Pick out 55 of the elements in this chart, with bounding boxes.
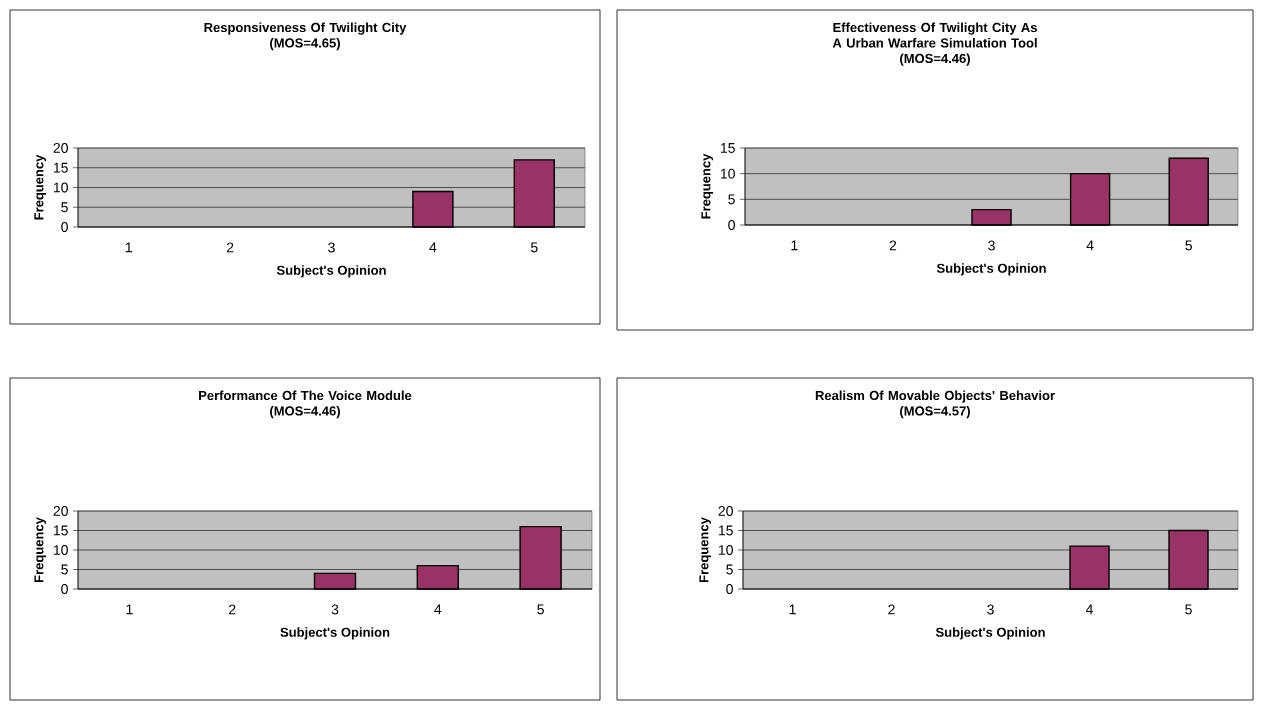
chart-title: Performance Of The Voice Module	[199, 390, 412, 401]
chart-subtitle: (MOS=4.46)	[270, 406, 340, 419]
x-axis-title: Subject's Opinion	[935, 627, 1045, 640]
y-tick-label: 10	[53, 182, 68, 193]
y-tick-label: 0	[728, 220, 735, 230]
x-tick-label: 2	[888, 604, 895, 615]
x-tick-label: 1	[789, 604, 796, 615]
x-tick-label: 2	[226, 242, 234, 253]
x-tick-label: 3	[328, 242, 335, 253]
x-axis-title: Subject's Opinion	[280, 627, 390, 640]
y-tick-label: 15	[720, 143, 735, 153]
x-tick-label: 4	[429, 242, 437, 253]
chart-subtitle: (MOS=4.46)	[900, 53, 970, 66]
x-tick-label: 4	[1085, 604, 1093, 615]
y-tick-label: 20	[718, 506, 733, 516]
x-tick-label: 5	[537, 604, 544, 615]
chart-subtitle: (MOS=4.57)	[900, 406, 970, 419]
y-tick-label: 10	[53, 545, 68, 555]
x-tick-label: 5	[1185, 604, 1192, 615]
y-axis-title: Frequency	[34, 154, 47, 220]
chart-title: Responsiveness Of Twilight City	[204, 22, 407, 35]
y-axis-title: Frequency	[699, 517, 712, 583]
x-tick-label: 3	[988, 240, 995, 251]
y-tick-label: 5	[728, 194, 735, 205]
x-tick-label: 3	[987, 604, 994, 615]
y-tick-label: 20	[53, 143, 68, 153]
chart-title: Realism Of Movable Objects' Behavior	[815, 390, 1055, 403]
y-tick-label: 15	[53, 525, 68, 536]
x-tick-label: 3	[331, 604, 339, 615]
y-tick-label: 5	[726, 564, 733, 575]
x-tick-label: 2	[229, 604, 236, 615]
chart-title: Effectiveness Of Twilight City As A Urban Warfare Simulation Tool	[832, 22, 1037, 48]
y-axis-title: Frequency	[701, 153, 714, 219]
x-tick-label: 5	[1185, 240, 1193, 251]
y-tick-label: 0	[61, 584, 68, 594]
x-axis-title: Subject's Opinion	[936, 263, 1046, 276]
y-axis-title: Frequency	[34, 517, 47, 583]
x-tick-label: 1	[125, 242, 132, 253]
y-tick-label: 0	[726, 584, 733, 594]
y-tick-label: 0	[61, 222, 68, 232]
x-tick-label: 4	[434, 604, 442, 615]
x-axis-title: Subject's Opinion	[276, 265, 386, 278]
x-tick-label: 5	[530, 242, 538, 253]
y-tick-label: 15	[718, 525, 733, 536]
chart-subtitle: (MOS=4.65)	[270, 38, 340, 51]
y-tick-label: 15	[53, 162, 68, 173]
x-tick-label: 4	[1086, 240, 1094, 251]
y-tick-label: 10	[718, 545, 733, 555]
y-tick-label: 10	[720, 168, 735, 179]
x-tick-label: 1	[791, 240, 798, 251]
y-tick-label: 20	[53, 506, 68, 516]
y-tick-label: 5	[61, 202, 68, 213]
x-tick-label: 1	[126, 604, 133, 615]
x-tick-label: 2	[889, 240, 897, 251]
y-tick-label: 5	[61, 564, 68, 575]
